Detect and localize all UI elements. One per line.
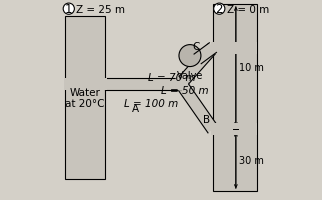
Text: Valve: Valve (177, 70, 203, 80)
Circle shape (214, 4, 225, 15)
Polygon shape (65, 78, 107, 90)
Text: L = 100 m: L = 100 m (124, 98, 178, 108)
Text: A: A (131, 104, 138, 114)
Text: 1: 1 (65, 3, 72, 16)
Polygon shape (176, 81, 218, 133)
Polygon shape (211, 42, 257, 54)
Circle shape (175, 78, 187, 91)
Text: L = 50 m: L = 50 m (161, 85, 209, 95)
Text: 30 m: 30 m (240, 156, 264, 166)
Polygon shape (176, 44, 217, 88)
Bar (213, 5, 257, 191)
Polygon shape (194, 44, 216, 64)
Text: Z = 25 m: Z = 25 m (76, 5, 125, 15)
Circle shape (63, 4, 74, 15)
Text: C: C (192, 41, 199, 51)
Text: 10 m: 10 m (240, 62, 264, 72)
Circle shape (179, 45, 201, 67)
Polygon shape (105, 78, 181, 90)
Polygon shape (211, 124, 257, 136)
Text: 2: 2 (215, 3, 223, 16)
Text: Z = 0 m: Z = 0 m (227, 5, 269, 15)
Text: L = 70 m: L = 70 m (148, 72, 196, 82)
Text: B: B (204, 115, 211, 125)
Bar (65, 17, 105, 179)
Text: Water
at 20°C: Water at 20°C (65, 87, 105, 109)
